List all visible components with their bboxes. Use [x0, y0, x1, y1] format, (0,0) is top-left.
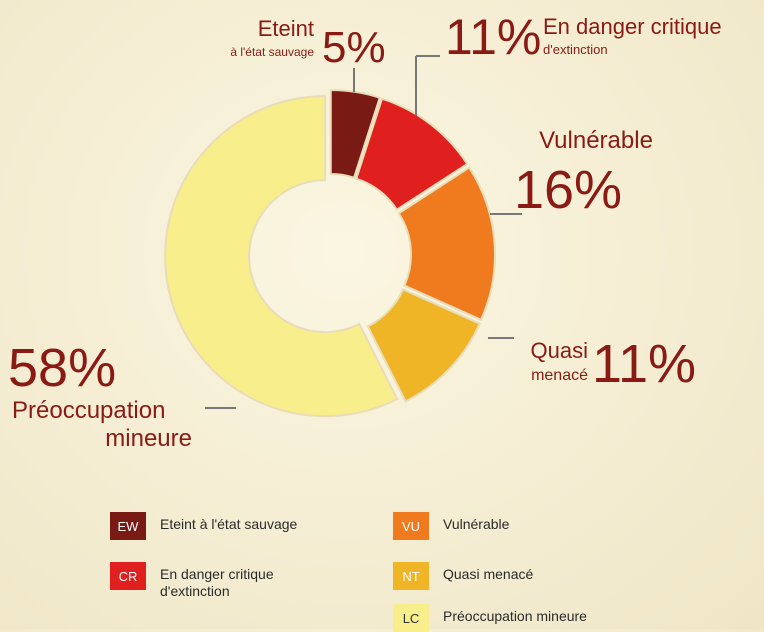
slice-label: Eteint	[258, 16, 314, 41]
legend-label: En danger critique d'extinction	[160, 566, 274, 599]
slice-label: Préoccupation	[12, 397, 165, 424]
value-label: 5%	[322, 23, 386, 72]
slice-label: En danger critique	[543, 14, 722, 39]
donut-slice	[355, 97, 469, 212]
legend-swatch: NT	[393, 562, 429, 590]
slice-label: mineure	[105, 425, 192, 452]
value-label: 16%	[514, 160, 622, 220]
legend-item: CR En danger critique d'extinction	[110, 562, 330, 600]
slice-label: Quasi	[531, 338, 588, 363]
value-label: 58%	[8, 338, 116, 398]
donut-slice	[164, 95, 399, 418]
legend-swatch: CR	[110, 562, 146, 590]
legend-item: NT Quasi menacé	[393, 562, 613, 590]
legend-label: Vulnérable	[443, 516, 510, 532]
legend-swatch: LC	[393, 604, 429, 632]
donut-slice	[366, 288, 482, 403]
legend-swatch: EW	[110, 512, 146, 540]
value-label: 11%	[592, 334, 696, 394]
legend-swatch: VU	[393, 512, 429, 540]
slice-label: menacé	[531, 367, 588, 384]
value-label: 11%	[445, 9, 541, 65]
legend-label: Quasi menacé	[443, 566, 534, 582]
legend-label: Préoccupation mineure	[443, 608, 587, 624]
legend-label: Eteint à l'état sauvage	[160, 516, 298, 532]
slice-label: d'extinction	[543, 42, 608, 57]
donut-slice	[329, 89, 382, 179]
donut-slice	[397, 166, 496, 322]
slice-label: à l'état sauvage	[230, 45, 314, 59]
legend-item: LC Préoccupation mineure	[393, 604, 613, 632]
legend-item: EW Eteint à l'état sauvage	[110, 512, 330, 540]
legend-item: VU Vulnérable	[393, 512, 613, 540]
slice-label: Vulnérable	[539, 127, 653, 154]
